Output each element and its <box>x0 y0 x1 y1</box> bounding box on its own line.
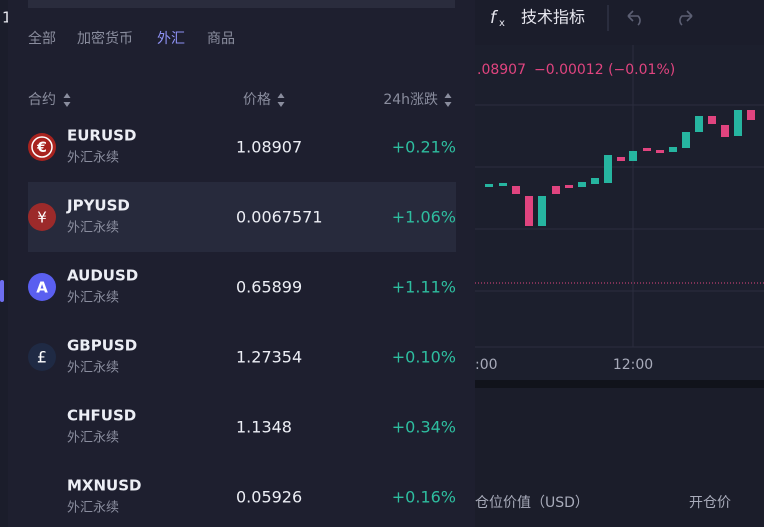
price: 1.1348 <box>236 418 292 437</box>
positions-panel <box>475 388 764 527</box>
sort-icon[interactable] <box>444 93 452 107</box>
fx-icon[interactable]: f <box>490 8 499 28</box>
symbol: GBPUSD <box>67 337 137 355</box>
symbol-type: 外汇永续 <box>67 151 119 166</box>
tab[interactable]: 商品 <box>207 31 235 47</box>
symbol: AUDUSD <box>67 267 138 285</box>
indicators-button[interactable]: 技术指标 <box>521 8 585 27</box>
price: 1.27354 <box>236 348 302 367</box>
market-dropdown <box>8 0 475 527</box>
price: 0.0067571 <box>236 208 323 227</box>
column-header: 开仓价 <box>689 495 731 511</box>
column-header[interactable]: 24h涨跌 <box>383 92 438 108</box>
chart-area <box>475 45 764 380</box>
change: +0.10% <box>392 348 456 367</box>
search-box[interactable] <box>28 0 455 8</box>
symbol-type: 外汇永续 <box>67 501 119 516</box>
time-label: :00 <box>475 357 498 373</box>
edge-label: 1 <box>2 9 12 27</box>
candles <box>485 110 755 226</box>
row-highlight <box>28 182 456 252</box>
price: 0.05926 <box>236 488 302 507</box>
sort-icon[interactable] <box>277 93 285 107</box>
tab[interactable]: 全部 <box>28 30 56 47</box>
svg-text:¥: ¥ <box>37 209 47 227</box>
redo[interactable] <box>679 10 693 26</box>
price: 1.08907 <box>236 138 302 157</box>
svg-text:A: A <box>36 279 48 297</box>
edge-tab <box>0 280 4 302</box>
fx-icon-sub: x <box>499 18 505 29</box>
tab[interactable]: 外汇 <box>157 31 185 47</box>
symbol-type: 外汇永续 <box>67 361 119 376</box>
symbol-type: 外汇永续 <box>67 291 119 306</box>
symbol-type: 外汇永续 <box>67 431 119 446</box>
symbol: MXNUSD <box>67 477 141 495</box>
last-price: .08907 <box>477 62 526 78</box>
icons: € ¥ A £ <box>28 133 56 371</box>
change: +1.11% <box>392 278 456 297</box>
undo[interactable] <box>627 10 641 26</box>
symbol: JPYUSD <box>66 197 130 215</box>
symbol: EURUSD <box>67 127 136 145</box>
change: +0.21% <box>392 138 456 157</box>
symbol: CHFUSD <box>67 407 136 425</box>
sort-icon[interactable] <box>63 93 71 107</box>
price-change: −0.00012 (−0.01%) <box>534 62 675 78</box>
symbol-type: 外汇永续 <box>67 221 119 236</box>
time-label: 12:00 <box>613 357 653 373</box>
tab[interactable]: 加密货币 <box>77 30 133 47</box>
column-header[interactable]: 合约 <box>28 92 56 108</box>
change: +1.06% <box>392 208 456 227</box>
svg-text:€: € <box>36 140 47 156</box>
change: +0.34% <box>392 418 456 437</box>
svg-text:£: £ <box>37 348 47 367</box>
price: 0.65899 <box>236 278 302 297</box>
change: +0.16% <box>392 488 456 507</box>
column-header[interactable]: 价格 <box>243 92 271 108</box>
column-header: 仓位价值（USD） <box>475 495 589 511</box>
chart-grid <box>475 45 764 348</box>
